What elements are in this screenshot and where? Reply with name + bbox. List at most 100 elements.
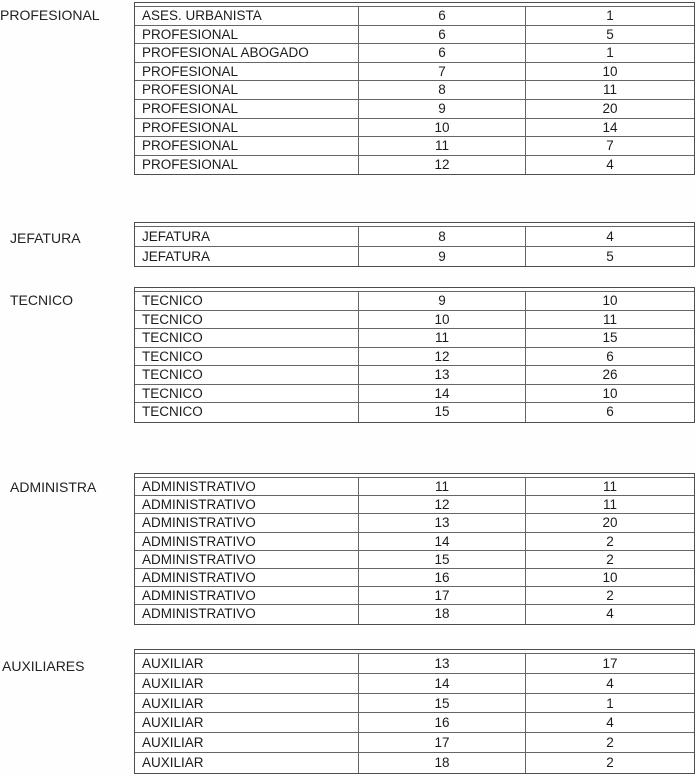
cell-value-2: 5 — [606, 26, 614, 42]
table-row: AUXILIAR 16 4 — [135, 713, 694, 734]
table-row: PROFESIONAL 8 11 — [135, 81, 694, 100]
cell-value-2: 20 — [602, 100, 618, 116]
cell-title: AUXILIAR — [135, 733, 359, 752]
cell-value-1: 6 — [359, 25, 526, 44]
cell-title: PROFESIONAL — [135, 81, 359, 99]
cell-value-1: 14 — [359, 532, 526, 550]
cell-value-1: 13 — [359, 514, 526, 532]
cell-value-1: 8 — [359, 81, 526, 99]
cell-value-2: 20 — [602, 515, 618, 531]
table-row: TECNICO 11 15 — [135, 329, 694, 348]
cell-title: AUXILIAR — [135, 713, 359, 733]
cell-value-2: 10 — [602, 63, 618, 79]
cell-value-2: 11 — [602, 479, 617, 494]
table-row: ADMINISTRATIVO 11 11 — [135, 478, 694, 497]
table-row: ADMINISTRATIVO 16 10 — [135, 568, 694, 588]
cell-title: ADMINISTRATIVO — [135, 605, 359, 624]
cell-value-2: 10 — [602, 385, 618, 401]
table-row: AUXILIAR 13 17 — [135, 654, 694, 674]
table-row: PROFESIONAL 11 7 — [135, 137, 694, 156]
cell-title: ADMINISTRATIVO — [135, 532, 359, 550]
cell-value-2: 15 — [602, 330, 618, 345]
cell-title: AUXILIAR — [135, 654, 359, 673]
cell-value-2: 4 — [606, 156, 614, 172]
table-row: PROFESIONAL 7 10 — [135, 62, 694, 82]
table-jefatura: JEFATURA 8 4 JEFATURA 9 5 — [134, 222, 695, 267]
cell-value-1: 17 — [359, 587, 526, 605]
cell-value-1: 6 — [359, 7, 526, 25]
table-row: ADMINISTRATIVO 13 20 — [135, 514, 694, 533]
cell-value-1: 7 — [359, 62, 526, 81]
cell-title: PROFESIONAL — [135, 155, 359, 175]
cell-value-1: 16 — [359, 713, 526, 733]
cell-value-1: 15 — [359, 693, 526, 713]
cell-title: AUXILIAR — [135, 693, 359, 713]
cell-title: PROFESIONAL — [135, 62, 359, 81]
cell-value-1: 13 — [359, 366, 526, 384]
cell-title: JEFATURA — [135, 227, 359, 246]
cell-value-1: 11 — [359, 137, 526, 155]
cell-value-2: 6 — [606, 348, 614, 364]
cell-value-1: 8 — [359, 227, 526, 246]
cell-title: ADMINISTRATIVO — [135, 587, 359, 605]
table-row: PROFESIONAL 10 14 — [135, 118, 694, 138]
table-top-spacer — [135, 3, 694, 7]
cell-value-1: 9 — [359, 246, 526, 266]
cell-value-2: 4 — [606, 606, 614, 622]
table-row: TECNICO 15 6 — [135, 403, 694, 422]
cell-value-1: 10 — [359, 118, 526, 137]
cell-value-1: 17 — [359, 733, 526, 752]
table-row: PROFESIONAL 6 5 — [135, 25, 694, 45]
cell-title: JEFATURA — [135, 246, 359, 266]
cell-title: TECNICO — [135, 329, 359, 347]
cell-value-2: 2 — [606, 551, 614, 567]
table-row: ADMINISTRATIVO 12 11 — [135, 496, 694, 515]
cell-value-1: 18 — [359, 605, 526, 624]
cell-value-2: 10 — [602, 293, 618, 308]
cell-title: TECNICO — [135, 366, 359, 384]
cell-title: TECNICO — [135, 384, 359, 402]
cell-value-1: 11 — [359, 329, 526, 347]
table-auxiliares: AUXILIAR 13 17 AUXILIAR 14 4 AUXILIAR 15 1 AUXILI… — [134, 649, 695, 774]
cell-value-1: 13 — [359, 654, 526, 673]
group-label-jefatura: JEFATURA — [10, 230, 81, 246]
table-row: ASES. URBANISTA 6 1 — [135, 7, 694, 26]
cell-value-2: 11 — [602, 311, 617, 327]
cell-value-2: 2 — [606, 588, 614, 604]
table-row: TECNICO 14 10 — [135, 384, 694, 403]
group-label-tecnico: TECNICO — [10, 292, 73, 308]
cell-title: ADMINISTRATIVO — [135, 514, 359, 532]
cell-value-2: 4 — [606, 229, 614, 244]
cell-value-2: 17 — [602, 656, 618, 671]
cell-value-2: 2 — [606, 735, 614, 751]
cell-value-1: 18 — [359, 752, 526, 773]
cell-value-1: 14 — [359, 673, 526, 693]
cell-title: TECNICO — [135, 403, 359, 422]
table-row: JEFATURA 9 5 — [135, 246, 694, 266]
cell-title: ASES. URBANISTA — [135, 7, 359, 25]
cell-value-1: 12 — [359, 496, 526, 514]
cell-value-1: 6 — [359, 44, 526, 62]
cell-title: PROFESIONAL — [135, 99, 359, 118]
cell-value-2: 2 — [606, 754, 614, 770]
cell-value-1: 16 — [359, 568, 526, 587]
table-row: TECNICO 9 10 — [135, 292, 694, 311]
cell-value-1: 11 — [359, 478, 526, 496]
table-top-spacer — [135, 223, 694, 227]
table-profesional: ASES. URBANISTA 6 1 PROFESIONAL 6 5 PROFESIONA… — [134, 2, 695, 176]
cell-value-2: 26 — [602, 367, 618, 382]
cell-title: ADMINISTRATIVO — [135, 478, 359, 496]
table-row: JEFATURA 8 4 — [135, 227, 694, 247]
cell-title: PROFESIONAL — [135, 137, 359, 155]
cell-value-1: 9 — [359, 99, 526, 118]
cell-value-2: 1 — [606, 695, 614, 711]
cell-value-2: 4 — [606, 675, 614, 691]
table-top-spacer — [135, 474, 694, 478]
cell-title: PROFESIONAL — [135, 118, 359, 137]
cell-value-2: 11 — [602, 497, 617, 513]
cell-value-2: 14 — [602, 119, 618, 135]
table-row: PROFESIONAL 12 4 — [135, 155, 694, 175]
cell-title: TECNICO — [135, 347, 359, 365]
table-row: AUXILIAR 18 2 — [135, 752, 694, 773]
